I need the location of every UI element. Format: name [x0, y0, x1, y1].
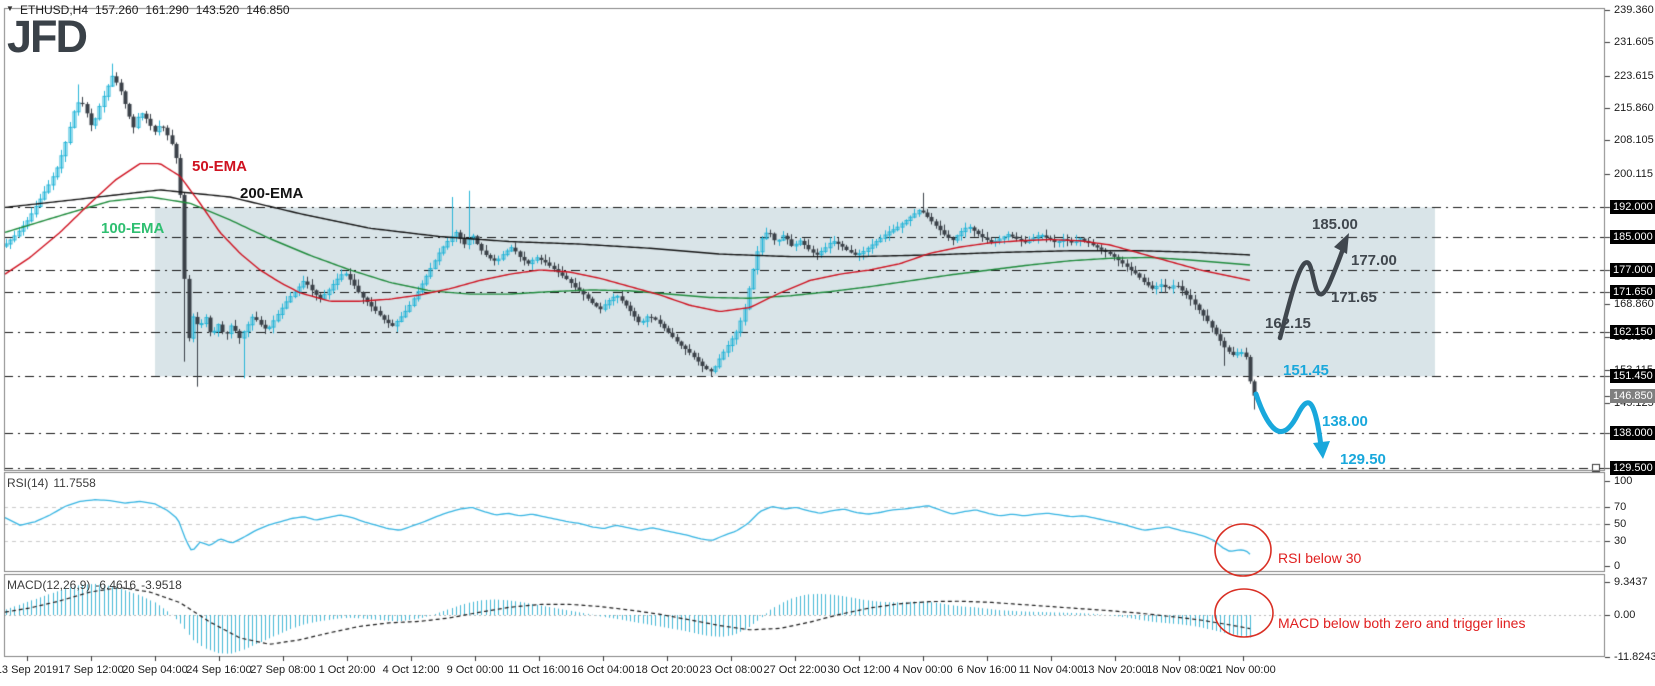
- macd-name: MACD(12,26,9): [7, 578, 91, 592]
- time-axis-label: 13 Sep 2019: [0, 664, 59, 676]
- rsi-tick-label: 30: [1614, 534, 1627, 547]
- time-axis-label: 9 Oct 00:00: [446, 664, 504, 676]
- rsi-highlight-circle[interactable]: [1214, 523, 1272, 577]
- time-axis-label: 27 Oct 22:00: [763, 664, 827, 676]
- rsi-tick-label: 0: [1614, 560, 1621, 572]
- target-label-185[interactable]: 185.00: [1312, 216, 1358, 233]
- macd-tick-label: 0.00: [1614, 609, 1636, 621]
- rsi-note-text[interactable]: RSI below 30: [1278, 550, 1362, 566]
- time-axis-label: 18 Nov 08:00: [1146, 664, 1212, 676]
- macd-main-value: -6.4616: [95, 578, 137, 592]
- bullish-arrowhead-icon: [1334, 233, 1349, 254]
- macd-tick-label: 9.3437: [1614, 575, 1648, 588]
- time-axis-label: 30 Oct 12:00: [827, 664, 891, 676]
- ema200-label[interactable]: 200-EMA: [240, 185, 304, 202]
- rsi-tick-label: 70: [1614, 500, 1627, 513]
- current-price-tag: 146.850: [1610, 388, 1655, 403]
- ohlc-low: 143.520: [195, 3, 240, 17]
- ohlc-close: 146.850: [246, 3, 290, 17]
- time-axis-label: 6 Nov 16:00: [957, 664, 1017, 676]
- price-level-tag: 162.150: [1610, 324, 1655, 339]
- price-tick-label: 200.115: [1614, 167, 1653, 180]
- price-tick-label: 239.360: [1614, 4, 1654, 16]
- time-axis-label: 11 Oct 16:00: [507, 664, 571, 676]
- macd-signal-value: -3.9518: [141, 578, 182, 592]
- time-axis-label: 27 Sep 08:00: [250, 664, 316, 676]
- target-label-138[interactable]: 138.00: [1322, 413, 1368, 430]
- price-tick-label: 215.860: [1614, 101, 1654, 114]
- macd-indicator-label: MACD(12,26,9) -6.4616 -3.9518: [7, 578, 187, 592]
- price-level-tag: 192.000: [1610, 200, 1655, 215]
- macd-note-text[interactable]: MACD below both zero and trigger lines: [1278, 615, 1526, 631]
- price-level-tag: 177.000: [1610, 262, 1655, 277]
- price-tick-label: 231.605: [1614, 36, 1654, 49]
- target-label-177[interactable]: 177.00: [1351, 252, 1397, 269]
- price-level-tag: 171.650: [1610, 285, 1655, 300]
- time-axis-label: 11 Nov 04:00: [1018, 664, 1084, 676]
- bearish-projection-arrow[interactable]: [1253, 391, 1324, 449]
- symbol-period-label[interactable]: ETHUSD,H4: [20, 3, 89, 17]
- time-axis-label: 1 Oct 20:00: [318, 664, 376, 676]
- rsi-name: RSI(14): [7, 476, 49, 490]
- price-tick-label: 223.615: [1614, 69, 1654, 82]
- time-axis-label: 16 Oct 04:00: [571, 664, 635, 676]
- time-axis-label: 4 Nov 00:00: [893, 664, 953, 676]
- symbol-dropdown-icon[interactable]: ▼: [6, 4, 14, 13]
- price-tick-label: 168.860: [1614, 297, 1654, 310]
- time-axis-label: 24 Sep 16:00: [186, 664, 252, 676]
- time-axis-label: 21 Nov 00:00: [1210, 664, 1276, 676]
- bullish-projection-arrow[interactable]: [1277, 240, 1348, 341]
- macd-highlight-circle[interactable]: [1214, 588, 1274, 638]
- macd-tick-label: -11.8243: [1614, 650, 1655, 663]
- price-axis[interactable]: 239.360 231.605 223.615 215.860 208.105 200.1…: [1605, 0, 1655, 686]
- rsi-tick-label: 100: [1614, 475, 1633, 487]
- rsi-indicator-label: RSI(14) 11.7558: [7, 476, 101, 490]
- target-label-162-15[interactable]: 162.15: [1265, 315, 1311, 332]
- ema100-label[interactable]: 100-EMA: [101, 220, 165, 237]
- rsi-tick-label: 50: [1614, 517, 1627, 530]
- target-label-171-65[interactable]: 171.65: [1331, 289, 1377, 306]
- price-level-tag: 129.500: [1610, 460, 1655, 475]
- rsi-value: 11.7558: [53, 476, 96, 490]
- broker-logo: JFD: [7, 11, 88, 62]
- time-axis-label: 23 Oct 08:00: [699, 664, 763, 676]
- price-level-tag: 185.000: [1610, 229, 1655, 244]
- target-label-129-50[interactable]: 129.50: [1340, 451, 1386, 468]
- time-axis-label: 18 Oct 20:00: [635, 664, 699, 676]
- price-tick-label: 208.105: [1614, 134, 1654, 147]
- price-level-tag: 138.000: [1610, 425, 1655, 440]
- symbol-ohlc-header[interactable]: ETHUSD,H4 157.260 161.290 143.520 146.850: [20, 3, 297, 17]
- time-axis-label: 17 Sep 12:00: [58, 664, 124, 676]
- time-axis-label: 13 Nov 20:00: [1082, 664, 1148, 676]
- price-level-tag: 151.450: [1610, 369, 1655, 384]
- ohlc-open: 157.260: [95, 3, 139, 17]
- time-axis-label: 4 Oct 12:00: [382, 664, 440, 676]
- target-label-151-45[interactable]: 151.45: [1283, 362, 1329, 379]
- bearish-arrowhead-icon: [1313, 441, 1330, 459]
- time-axis-label: 20 Sep 04:00: [122, 664, 188, 676]
- ema50-label[interactable]: 50-EMA: [192, 158, 248, 175]
- ohlc-high: 161.290: [145, 3, 189, 17]
